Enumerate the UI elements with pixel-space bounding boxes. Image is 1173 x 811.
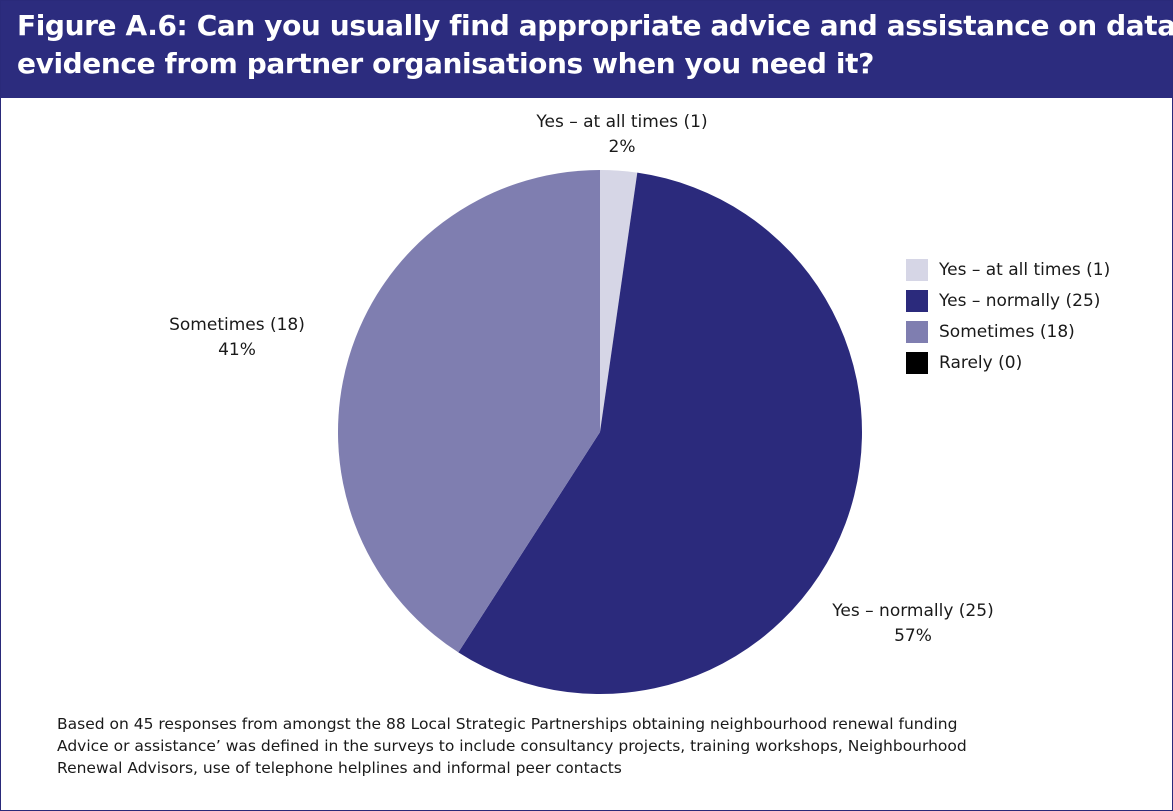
legend-swatch xyxy=(906,321,928,343)
legend-label: Yes – normally (25) xyxy=(939,291,1101,311)
legend-label: Rarely (0) xyxy=(939,353,1023,373)
figure-title-line-2: evidence from partner organisations when… xyxy=(17,47,874,80)
slice-percent-label: 41% xyxy=(218,340,256,360)
chart-legend: Yes – at all times (1) Yes – normally (25… xyxy=(906,257,1110,381)
legend-item: Rarely (0) xyxy=(906,350,1110,376)
pie-chart: Yes – at all times (1) 2% Yes – normally (… xyxy=(169,112,994,695)
legend-label: Yes – at all times (1) xyxy=(939,260,1111,280)
legend-swatch xyxy=(906,259,928,281)
figure-header: Figure A.6: Can you usually find appropr… xyxy=(1,1,1173,98)
slice-name-label: Sometimes (18) xyxy=(169,315,305,335)
note-line-2: Advice or assistance’ was defined in the… xyxy=(57,737,967,755)
pie-slice xyxy=(337,169,600,653)
pie-slice xyxy=(458,172,862,695)
pie-slice xyxy=(600,170,638,432)
slice-name-label: Yes – at all times (1) xyxy=(535,112,707,132)
figure-notes: Based on 45 responses from amongst the 8… xyxy=(57,713,1157,779)
legend-item: Yes – normally (25) xyxy=(906,288,1110,314)
figure-title-line-1: Figure A.6: Can you usually find appropr… xyxy=(17,9,1173,42)
note-line-3: Renewal Advisors, use of telephone helpl… xyxy=(57,759,622,777)
slice-name-label: Yes – normally (25) xyxy=(831,601,993,621)
note-line-1: Based on 45 responses from amongst the 8… xyxy=(57,715,958,733)
legend-item: Yes – at all times (1) xyxy=(906,257,1110,283)
slice-percent-label: 57% xyxy=(894,626,932,646)
legend-swatch xyxy=(906,352,928,374)
legend-swatch xyxy=(906,290,928,312)
legend-label: Sometimes (18) xyxy=(939,322,1075,342)
slice-percent-label: 2% xyxy=(609,137,636,157)
legend-item: Sometimes (18) xyxy=(906,319,1110,345)
